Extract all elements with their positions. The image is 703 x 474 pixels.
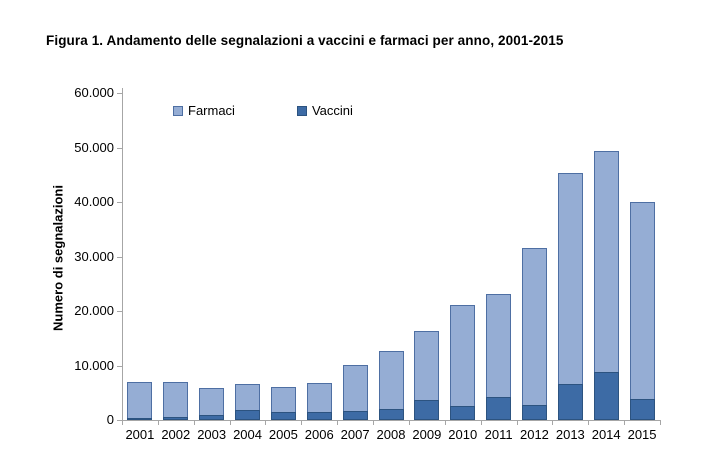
stacked-bar-chart: Numero di segnalazioni Farmaci Vaccini 0…	[0, 60, 703, 474]
x-axis-tick	[157, 420, 159, 425]
bar-segment-vaccini	[270, 412, 296, 420]
x-axis-tick	[516, 420, 518, 425]
bar-segment-farmaci	[378, 351, 404, 409]
bar-segment-farmaci	[127, 382, 153, 418]
y-axis-tick-label: 10.000	[74, 357, 114, 373]
x-axis-line	[122, 420, 661, 421]
x-axis-tick	[444, 420, 446, 425]
x-axis-tick-label: 2012	[519, 427, 549, 442]
bar-segment-vaccini	[306, 412, 332, 420]
x-axis-tick	[624, 420, 626, 425]
bar-segment-vaccini	[235, 410, 261, 420]
y-axis-tick-label: 40.000	[74, 194, 114, 209]
bar-segment-vaccini	[486, 397, 512, 420]
y-axis-tick	[117, 256, 122, 258]
x-axis-tick-label: 2001	[125, 427, 155, 442]
x-axis-tick	[193, 420, 195, 425]
legend-swatch-vaccini	[296, 105, 307, 116]
bar-segment-farmaci	[270, 387, 296, 412]
y-axis-tick-label: 0	[106, 412, 114, 427]
x-axis-tick-label: 2015	[627, 427, 657, 442]
bar-segment-vaccini	[163, 417, 189, 420]
x-axis-tick	[301, 420, 303, 425]
y-axis-line	[122, 88, 123, 420]
legend-label-vaccini: Vaccini	[311, 103, 353, 118]
y-axis-tick	[117, 365, 122, 367]
x-axis-tick	[408, 420, 410, 425]
y-axis-tick	[117, 420, 122, 421]
bar-segment-farmaci	[593, 151, 619, 372]
x-axis-tick-label: 2009	[412, 427, 442, 442]
x-axis-tick-label: 2006	[304, 427, 334, 442]
x-axis-tick	[552, 420, 554, 425]
bar-segment-vaccini	[342, 411, 368, 420]
bar-segment-vaccini	[450, 406, 476, 420]
bar-segment-farmaci	[235, 384, 261, 410]
bar-segment-farmaci	[199, 388, 225, 415]
y-axis-tick-label: 60.000	[74, 85, 114, 100]
y-axis-tick-label: 20.000	[74, 303, 114, 318]
bar-segment-vaccini	[127, 418, 153, 420]
x-axis-tick-label: 2007	[340, 427, 370, 442]
x-axis-tick-label: 2004	[233, 427, 262, 442]
x-axis-tick-label: 2010	[448, 427, 478, 442]
x-axis-tick	[480, 420, 482, 425]
x-axis-tick-label: 2005	[268, 427, 298, 442]
bar-segment-farmaci	[414, 331, 440, 400]
bar-segment-vaccini	[378, 409, 404, 420]
x-axis-tick	[229, 420, 231, 425]
bar-segment-vaccini	[593, 372, 619, 420]
legend-item-farmaci: Farmaci	[173, 103, 235, 118]
bar-segment-vaccini	[414, 400, 440, 420]
y-axis-tick	[117, 93, 122, 94]
y-axis-tick-label: 30.000	[74, 248, 114, 264]
x-axis-tick	[660, 420, 661, 425]
y-axis-tick-label: 50.000	[74, 139, 114, 155]
bar-segment-vaccini	[557, 384, 583, 420]
x-axis-tick-label: 2011	[484, 427, 513, 442]
y-axis-tick	[117, 311, 122, 312]
bar-segment-farmaci	[521, 248, 547, 405]
bar-segment-farmaci	[163, 382, 189, 417]
legend-item-vaccini: Vaccini	[296, 103, 353, 118]
x-axis-tick-label: 2008	[376, 427, 406, 442]
x-axis-tick-label: 2014	[591, 427, 621, 442]
y-axis-tick	[117, 202, 122, 203]
chart-legend: Farmaci Vaccini	[173, 103, 353, 118]
bar-segment-farmaci	[450, 305, 476, 406]
bar-segment-vaccini	[521, 405, 547, 420]
x-axis-tick	[373, 420, 375, 425]
x-axis-tick	[337, 420, 339, 425]
x-axis-tick-label: 2002	[161, 427, 191, 442]
x-axis-tick-label: 2003	[197, 427, 227, 442]
bar-segment-vaccini	[629, 399, 655, 420]
bar-segment-farmaci	[486, 294, 512, 397]
bar-segment-vaccini	[199, 415, 225, 420]
legend-swatch-farmaci	[173, 105, 183, 116]
x-axis-tick-label: 2013	[555, 427, 585, 442]
y-axis-tick	[117, 147, 122, 149]
x-axis-tick	[122, 420, 123, 425]
bar-segment-farmaci	[557, 173, 583, 384]
bar-segment-farmaci	[342, 365, 368, 411]
x-axis-tick	[588, 420, 590, 425]
bar-segment-farmaci	[306, 383, 332, 412]
bar-segment-farmaci	[629, 202, 655, 399]
legend-label-farmaci: Farmaci	[188, 103, 235, 118]
figure-caption: Figura 1. Andamento delle segnalazioni a…	[46, 33, 564, 48]
x-axis-tick	[265, 420, 267, 425]
